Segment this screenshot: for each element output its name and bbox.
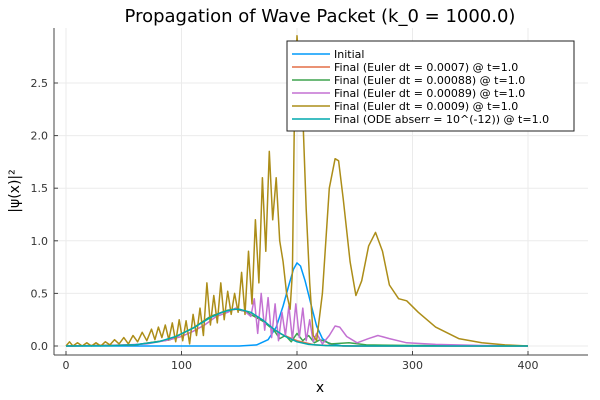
x-tick-label: 400 [518,359,539,372]
x-tick-label: 200 [287,359,308,372]
series-line-4 [65,34,529,347]
y-tick-label: 2.5 [31,77,49,90]
x-tick-label: 100 [171,359,192,372]
x-tick-label: 300 [402,359,423,372]
y-tick-label: 1.5 [31,182,49,195]
y-tick-label: 1.0 [31,235,49,248]
y-axis-label: |ψ(x)|² [7,169,23,213]
legend-label-5: Final (ODE abserr = 10^(-12)) @ t=1.0 [334,113,549,126]
y-tick-label: 2.0 [31,130,49,143]
legend-label-1: Final (Euler dt = 0.0007) @ t=1.0 [334,61,518,74]
series-group [65,34,529,347]
ticks: 0 100 200 300 400 0.0 0.5 1.0 1.5 2.0 2.5 [31,77,539,372]
x-tick-label: 0 [63,359,70,372]
legend-label-4: Final (Euler dt = 0.0009) @ t=1.0 [334,100,518,113]
legend-box [286,40,575,132]
legend-label-2: Final (Euler dt = 0.00088) @ t=1.0 [334,74,525,87]
legend-label-3: Final (Euler dt = 0.00089) @ t=1.0 [334,87,525,100]
y-tick-label: 0.0 [31,340,49,353]
series-line-5 [65,308,528,347]
y-tick-label: 0.5 [31,287,49,300]
chart-title: Propagation of Wave Packet (k_0 = 1000.0… [125,6,516,27]
legend-label-0: Initial [334,48,364,61]
x-axis-label: x [316,380,324,396]
